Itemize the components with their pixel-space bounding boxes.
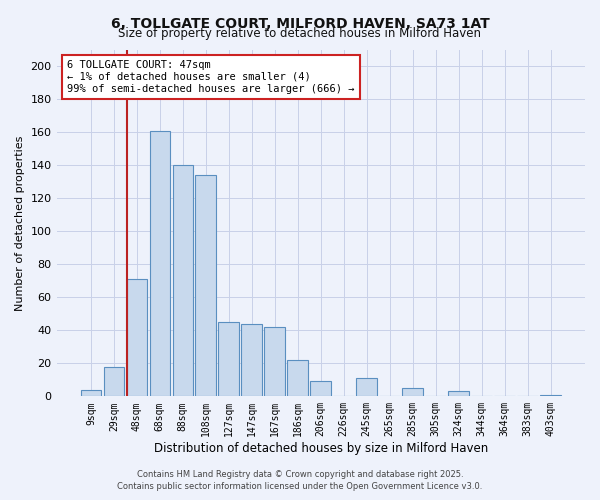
Bar xyxy=(218,322,239,396)
Text: Size of property relative to detached houses in Milford Haven: Size of property relative to detached ho… xyxy=(119,28,482,40)
Text: 6, TOLLGATE COURT, MILFORD HAVEN, SA73 1AT: 6, TOLLGATE COURT, MILFORD HAVEN, SA73 1… xyxy=(110,18,490,32)
Y-axis label: Number of detached properties: Number of detached properties xyxy=(15,136,25,311)
Bar xyxy=(310,382,331,396)
Bar xyxy=(241,324,262,396)
Text: Contains HM Land Registry data © Crown copyright and database right 2025.
Contai: Contains HM Land Registry data © Crown c… xyxy=(118,470,482,491)
Text: 6 TOLLGATE COURT: 47sqm
← 1% of detached houses are smaller (4)
99% of semi-deta: 6 TOLLGATE COURT: 47sqm ← 1% of detached… xyxy=(67,60,355,94)
Bar xyxy=(265,327,285,396)
Bar xyxy=(196,176,216,396)
Bar xyxy=(403,388,423,396)
Bar xyxy=(173,166,193,396)
X-axis label: Distribution of detached houses by size in Milford Haven: Distribution of detached houses by size … xyxy=(154,442,488,455)
Bar xyxy=(104,366,124,396)
Bar xyxy=(448,392,469,396)
Bar xyxy=(127,279,147,396)
Bar xyxy=(287,360,308,397)
Bar xyxy=(356,378,377,396)
Bar xyxy=(540,394,561,396)
Bar xyxy=(149,131,170,396)
Bar xyxy=(80,390,101,396)
